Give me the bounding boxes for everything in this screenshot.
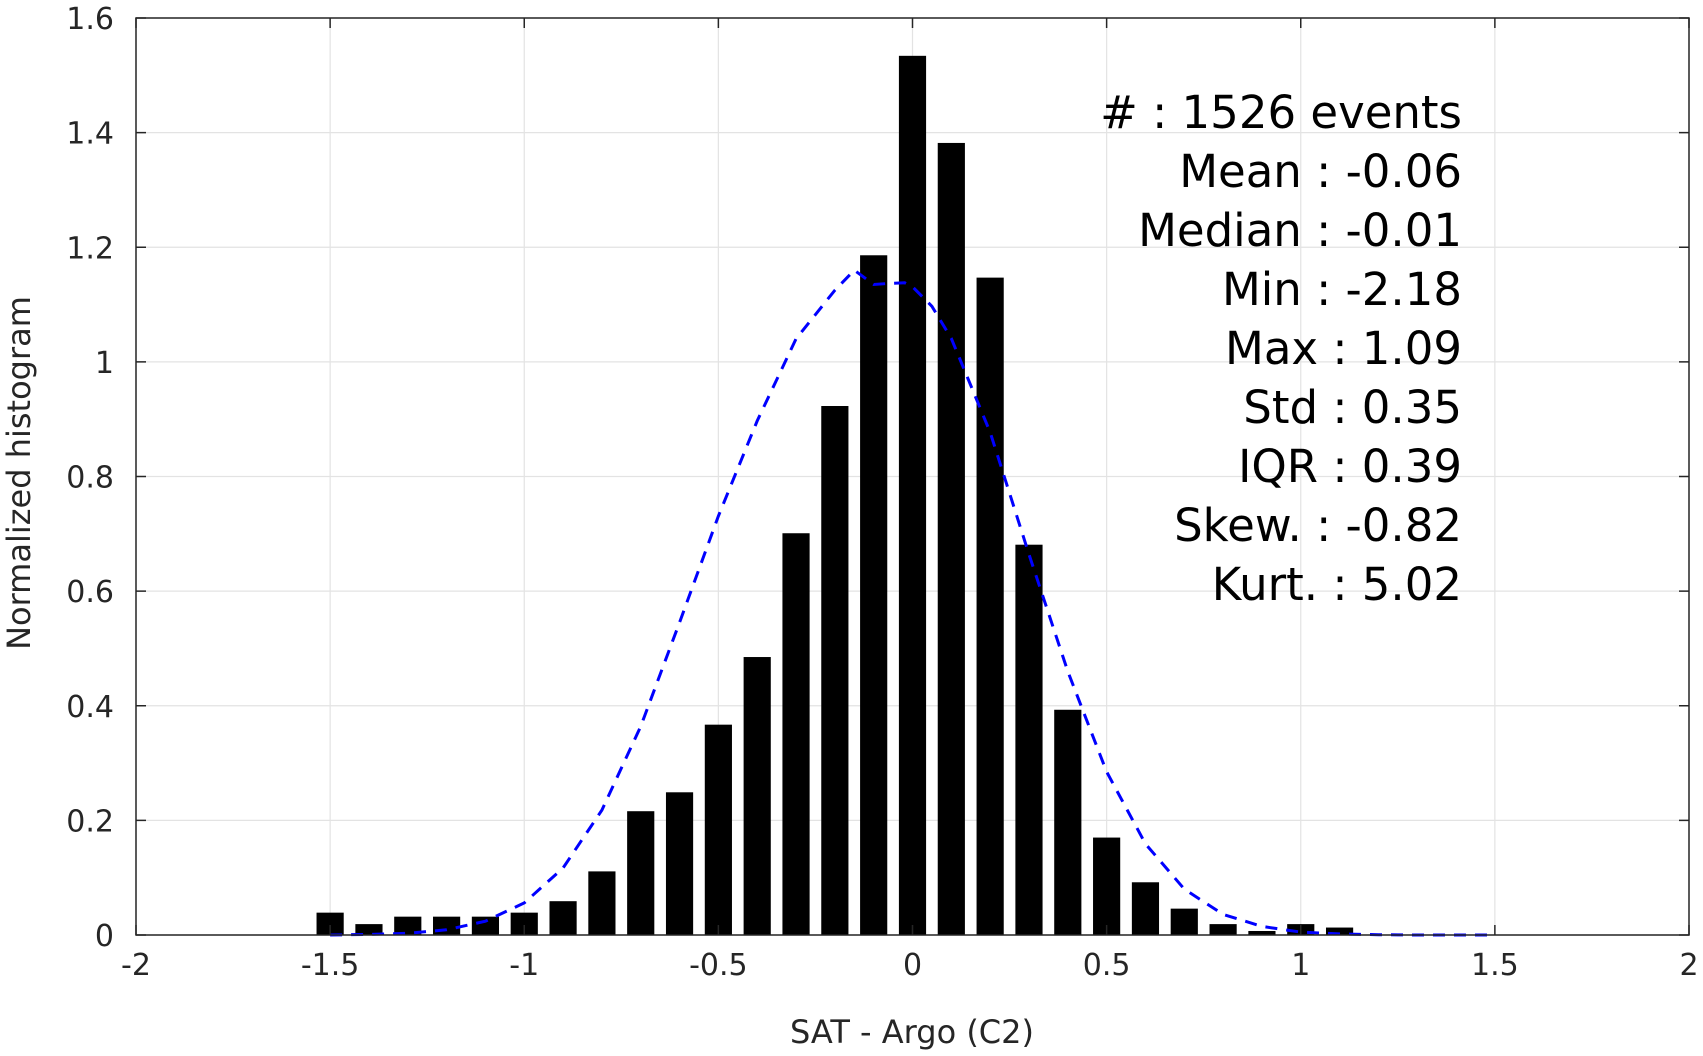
stat-line: Min : -2.18	[1222, 263, 1462, 316]
y-tick-label: 0.6	[66, 575, 114, 610]
histogram-bar	[471, 916, 500, 935]
x-tick-label: -1.5	[301, 948, 360, 983]
histogram-bar	[588, 871, 616, 935]
stat-line: Mean : -0.06	[1179, 145, 1462, 198]
tick-labels: -2 -1.5 -1 -0.5 0 0.5 1 1.5 2 0 0.2 0.4 0.6 0.8 1 1.2 1.…	[66, 2, 1698, 983]
histogram-bar	[355, 924, 383, 935]
fit-curve	[330, 268, 1495, 937]
statistics-annotation: # : 1526 events Mean : -0.06 Median : -0.0…	[1100, 86, 1462, 611]
x-tick-label: -0.5	[689, 948, 748, 983]
histogram-bar	[937, 142, 965, 935]
histogram-bar	[743, 657, 771, 935]
histogram-bar	[510, 912, 538, 935]
histogram-bar	[627, 811, 655, 935]
histogram-bar	[821, 406, 849, 935]
y-tick-label: 0.2	[66, 804, 114, 839]
histogram-bar	[1054, 709, 1082, 935]
x-tick-label: -1	[509, 948, 539, 983]
histogram-bar	[1170, 908, 1198, 935]
x-tick-label: -2	[121, 948, 151, 983]
stat-line: Std : 0.35	[1243, 381, 1462, 434]
histogram-bar	[704, 724, 732, 935]
y-tick-label: 0.4	[66, 690, 114, 725]
x-tick-label: 2	[1679, 948, 1698, 983]
stat-line: IQR : 0.39	[1238, 440, 1462, 493]
histogram-bar	[1131, 882, 1160, 935]
stat-line: Kurt. : 5.02	[1212, 558, 1462, 611]
stat-line: Median : -0.01	[1138, 204, 1462, 257]
y-tick-label: 1.2	[66, 231, 114, 266]
histogram-bar	[1209, 924, 1237, 935]
histogram-bar	[394, 916, 422, 935]
x-tick-label: 0	[903, 948, 922, 983]
stat-line: # : 1526 events	[1100, 86, 1462, 139]
fit-curve-line	[330, 268, 1495, 937]
histogram-bar	[1248, 930, 1276, 935]
x-tick-label: 1.5	[1471, 948, 1519, 983]
y-tick-label: 0	[95, 919, 114, 954]
x-axis-title: SAT - Argo (C2)	[790, 1013, 1034, 1051]
x-tick-label: 1	[1291, 948, 1310, 983]
histogram-bar	[665, 792, 694, 935]
y-tick-label: 1	[95, 346, 114, 381]
histogram-bar	[860, 255, 888, 935]
histogram-bar	[433, 916, 461, 935]
x-tick-label: 0.5	[1083, 948, 1131, 983]
histogram-bar	[898, 55, 927, 936]
stat-line: Max : 1.09	[1225, 322, 1462, 375]
histogram-bar	[782, 533, 810, 935]
y-tick-label: 1.4	[66, 117, 114, 152]
histogram-bar	[1093, 837, 1121, 935]
histogram-bar	[1015, 544, 1043, 935]
stat-line: Skew. : -0.82	[1174, 499, 1462, 552]
histogram-bar	[316, 912, 344, 935]
y-axis-title: Normalized histogram	[0, 296, 38, 650]
plot-axes	[135, 17, 1690, 936]
histogram-bar	[1325, 927, 1354, 935]
y-tick-label: 1.6	[66, 2, 114, 37]
y-tick-label: 0.8	[66, 461, 114, 496]
histogram-bar	[976, 277, 1004, 935]
histogram-bar	[549, 901, 577, 935]
